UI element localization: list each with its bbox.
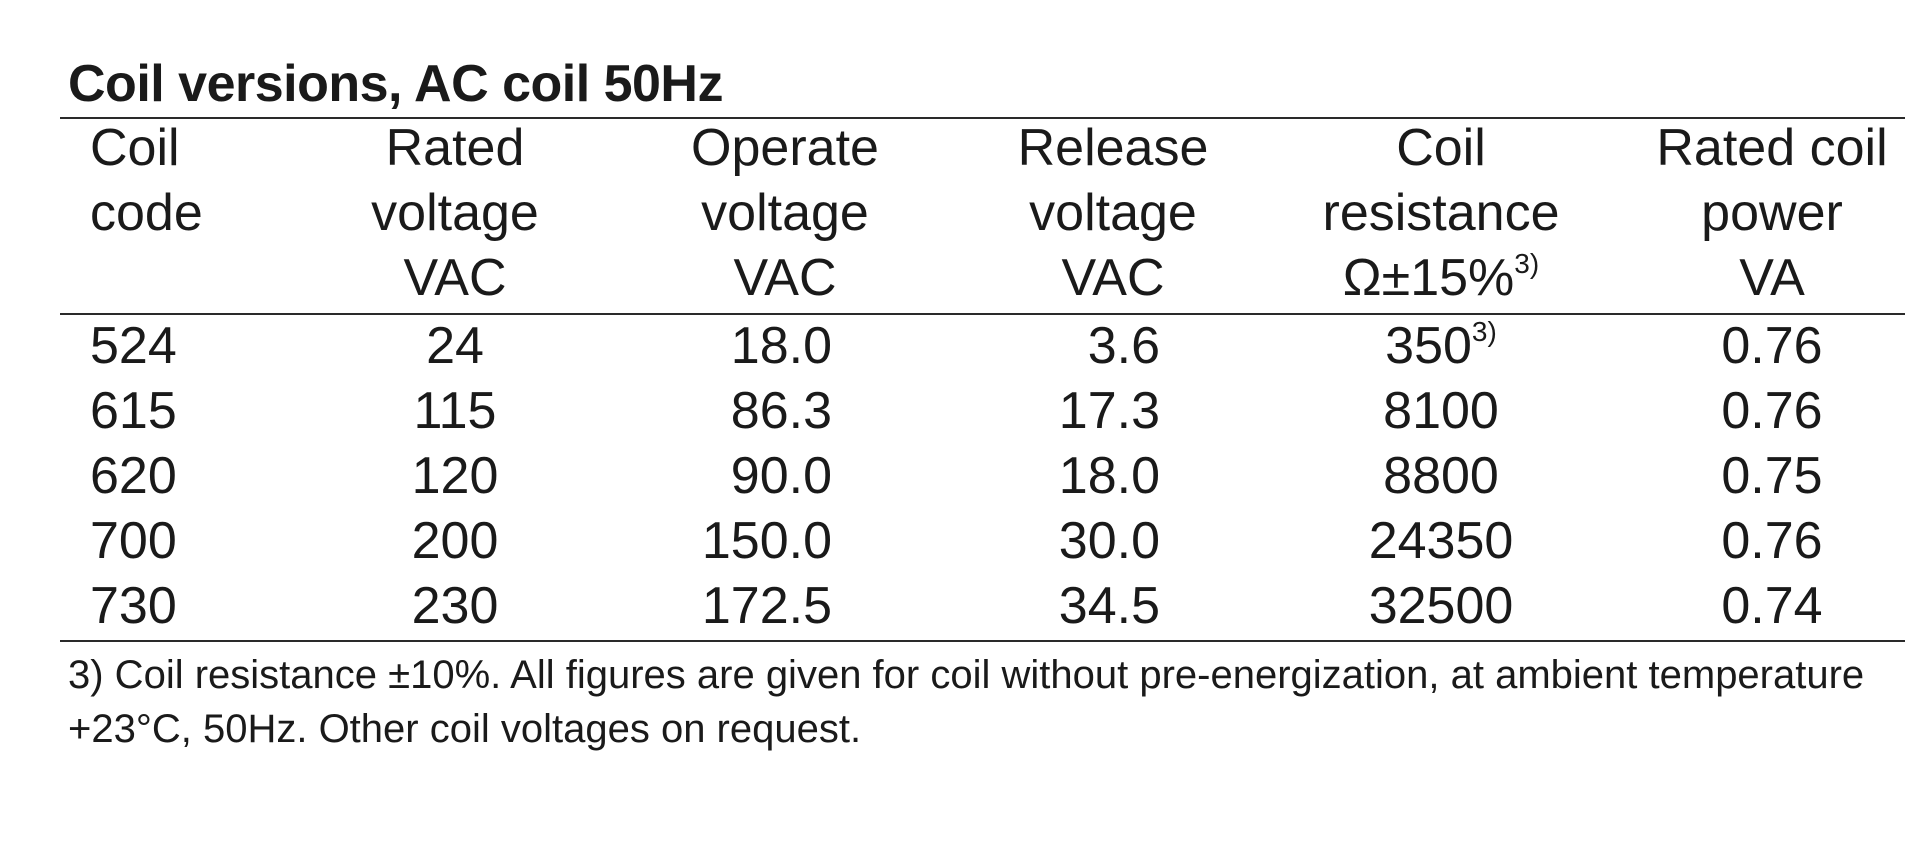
header-coil-code: Coil code bbox=[90, 116, 203, 246]
cell-release-voltage: 3.6 bbox=[1087, 317, 1160, 375]
header-line: voltage bbox=[371, 184, 539, 242]
cell-operate-voltage: 172.5 bbox=[701, 577, 832, 635]
header-line: VAC bbox=[403, 249, 507, 307]
header-rule bbox=[60, 313, 1905, 315]
cell-rated-voltage: 115 bbox=[413, 382, 497, 440]
header-line: Coil bbox=[90, 119, 180, 177]
header-line: Rated coil bbox=[1656, 119, 1888, 177]
header-line: resistance bbox=[1322, 184, 1560, 242]
table-title: Coil versions, AC coil 50Hz bbox=[68, 55, 723, 113]
footnote-marker: 3) bbox=[1514, 248, 1540, 279]
cell-coil-resistance: 8100 bbox=[1383, 382, 1499, 440]
footnote-marker: 3) bbox=[1471, 316, 1497, 347]
header-line: Release bbox=[1017, 119, 1209, 177]
cell-release-voltage: 18.0 bbox=[1058, 447, 1160, 505]
cell-coil-resistance: 3503) bbox=[1385, 314, 1497, 379]
cell-coil-resistance: 32500 bbox=[1368, 577, 1514, 635]
cell-release-voltage: 17.3 bbox=[1058, 382, 1160, 440]
cell-rated-coil-power: 0.74 bbox=[1721, 577, 1823, 635]
cell-rated-voltage: 24 bbox=[426, 317, 484, 375]
header-rated-coil-power: Rated coil power VA bbox=[1656, 116, 1887, 311]
header-line: Coil bbox=[1396, 119, 1486, 177]
top-rule bbox=[60, 117, 1905, 119]
cell-coil-resistance: 24350 bbox=[1368, 512, 1514, 570]
cell-coil-resistance: 8800 bbox=[1383, 447, 1499, 505]
header-line: Rated bbox=[385, 119, 525, 177]
header-line: Ω±15%3) bbox=[1323, 246, 1560, 311]
cell-operate-voltage: 90.0 bbox=[730, 447, 832, 505]
cell-rated-voltage: 200 bbox=[411, 512, 499, 570]
cell-rated-coil-power: 0.75 bbox=[1721, 447, 1823, 505]
header-operate-voltage: Operate voltage VAC bbox=[691, 116, 879, 311]
header-line: Operate bbox=[691, 119, 879, 177]
header-line: VAC bbox=[733, 249, 837, 307]
header-line: VA bbox=[1739, 249, 1805, 307]
header-line: VAC bbox=[1061, 249, 1165, 307]
footnote: 3) Coil resistance ±10%. All figures are… bbox=[68, 653, 1865, 751]
cell-code: 615 bbox=[90, 382, 177, 440]
header-line: voltage bbox=[701, 184, 869, 242]
bottom-rule bbox=[60, 640, 1905, 642]
cell-operate-voltage: 18.0 bbox=[730, 317, 832, 375]
cell-code: 730 bbox=[90, 577, 177, 635]
header-coil-resistance: Coil resistance Ω±15%3) bbox=[1323, 116, 1560, 311]
cell-code: 524 bbox=[90, 317, 177, 375]
cell-operate-voltage: 86.3 bbox=[730, 382, 832, 440]
cell-release-voltage: 30.0 bbox=[1058, 512, 1160, 570]
cell-resistance-value: 350 bbox=[1385, 317, 1472, 375]
cell-release-voltage: 34.5 bbox=[1058, 577, 1160, 635]
header-release-voltage: Release voltage VAC bbox=[1018, 116, 1209, 311]
cell-code: 700 bbox=[90, 512, 177, 570]
cell-rated-voltage: 230 bbox=[411, 577, 499, 635]
header-line: power bbox=[1701, 184, 1843, 242]
header-line: voltage bbox=[1029, 184, 1197, 242]
cell-code: 620 bbox=[90, 447, 177, 505]
cell-rated-voltage: 120 bbox=[411, 447, 499, 505]
cell-rated-coil-power: 0.76 bbox=[1721, 317, 1823, 375]
header-line: code bbox=[90, 184, 203, 242]
header-line-text: Ω±15% bbox=[1342, 249, 1515, 307]
cell-rated-coil-power: 0.76 bbox=[1721, 382, 1823, 440]
cell-rated-coil-power: 0.76 bbox=[1721, 512, 1823, 570]
header-rated-voltage: Rated voltage VAC bbox=[371, 116, 539, 311]
cell-operate-voltage: 150.0 bbox=[701, 512, 832, 570]
